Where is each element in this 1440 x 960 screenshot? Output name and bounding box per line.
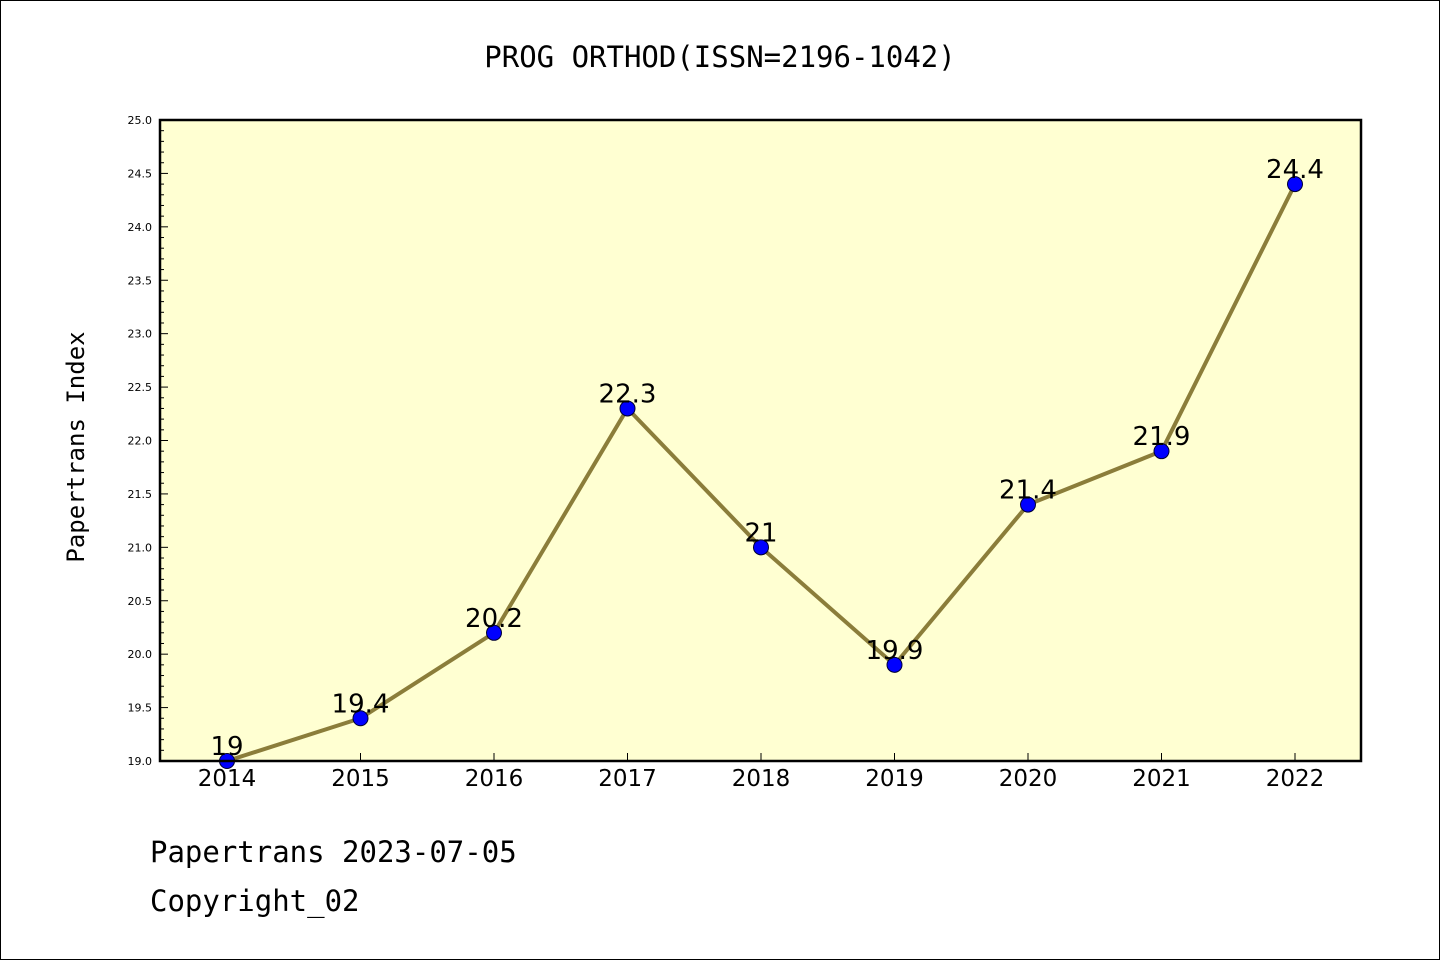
y-tick-label: 19.0	[128, 755, 153, 768]
data-label: 19.9	[866, 636, 924, 666]
footer-date: Papertrans 2023-07-05	[150, 835, 517, 869]
y-tick-label: 19.5	[128, 702, 153, 715]
data-label: 19.4	[332, 689, 390, 719]
data-label: 21.4	[999, 476, 1057, 506]
y-tick-label: 25.0	[128, 114, 153, 127]
x-tick-label: 2014	[198, 766, 257, 792]
data-label: 22.3	[599, 379, 657, 409]
data-point	[753, 539, 769, 556]
x-tick-label: 2020	[999, 766, 1058, 792]
data-labels: 19 19.4 20.2 22.3 21 19.9 21.4 21.9 24.4	[210, 155, 1323, 762]
data-point	[619, 400, 636, 417]
data-point	[486, 624, 502, 641]
chart-title: PROG ORTHOD(ISSN=2196-1042)	[484, 40, 955, 74]
data-label: 21	[744, 518, 777, 548]
y-axis-label: Papertrans Index	[62, 331, 90, 562]
x-tick-label: 2018	[732, 766, 791, 792]
x-tick-label: 2016	[465, 766, 524, 792]
y-tick-label: 21.5	[128, 488, 153, 501]
y-tick-label: 21.0	[128, 541, 153, 554]
data-label: 19	[210, 732, 243, 762]
y-tick-label: 24.5	[128, 167, 153, 180]
x-tick-label: 2015	[331, 766, 390, 792]
data-point	[352, 710, 369, 727]
data-point	[1287, 176, 1303, 193]
data-point	[886, 656, 903, 673]
y-tick-label: 24.0	[128, 221, 153, 234]
x-tick-label: 2021	[1132, 766, 1191, 792]
data-markers	[219, 176, 1303, 769]
data-label: 20.2	[465, 604, 523, 634]
y-tick-label: 22.0	[128, 435, 153, 448]
plot-area	[160, 120, 1361, 761]
y-tick-label: 20.0	[128, 648, 153, 661]
y-tick-label: 23.5	[128, 274, 153, 287]
y-tick-label: 20.5	[128, 595, 153, 608]
data-label: 24.4	[1266, 155, 1324, 185]
plot-border	[158, 118, 1363, 763]
y-tick-label: 22.5	[128, 381, 153, 394]
x-tick-label: 2019	[865, 766, 924, 792]
data-point	[1020, 496, 1036, 513]
x-axis-ticks: 2014 2015 2016 2017 2018 2019 2020 2021 2022	[198, 753, 1325, 792]
x-tick-label: 2022	[1266, 766, 1325, 792]
footer-copyright: Copyright_02	[150, 884, 360, 918]
data-label: 21.9	[1133, 422, 1191, 452]
y-tick-label: 23.0	[128, 328, 153, 341]
y-axis-ticks: 19.0 19.5 20.0 20.5 21.0 21.5 22.0 22.5 23.0 23.5…	[128, 114, 168, 768]
x-tick-label: 2017	[598, 766, 657, 792]
data-point	[1153, 443, 1170, 460]
